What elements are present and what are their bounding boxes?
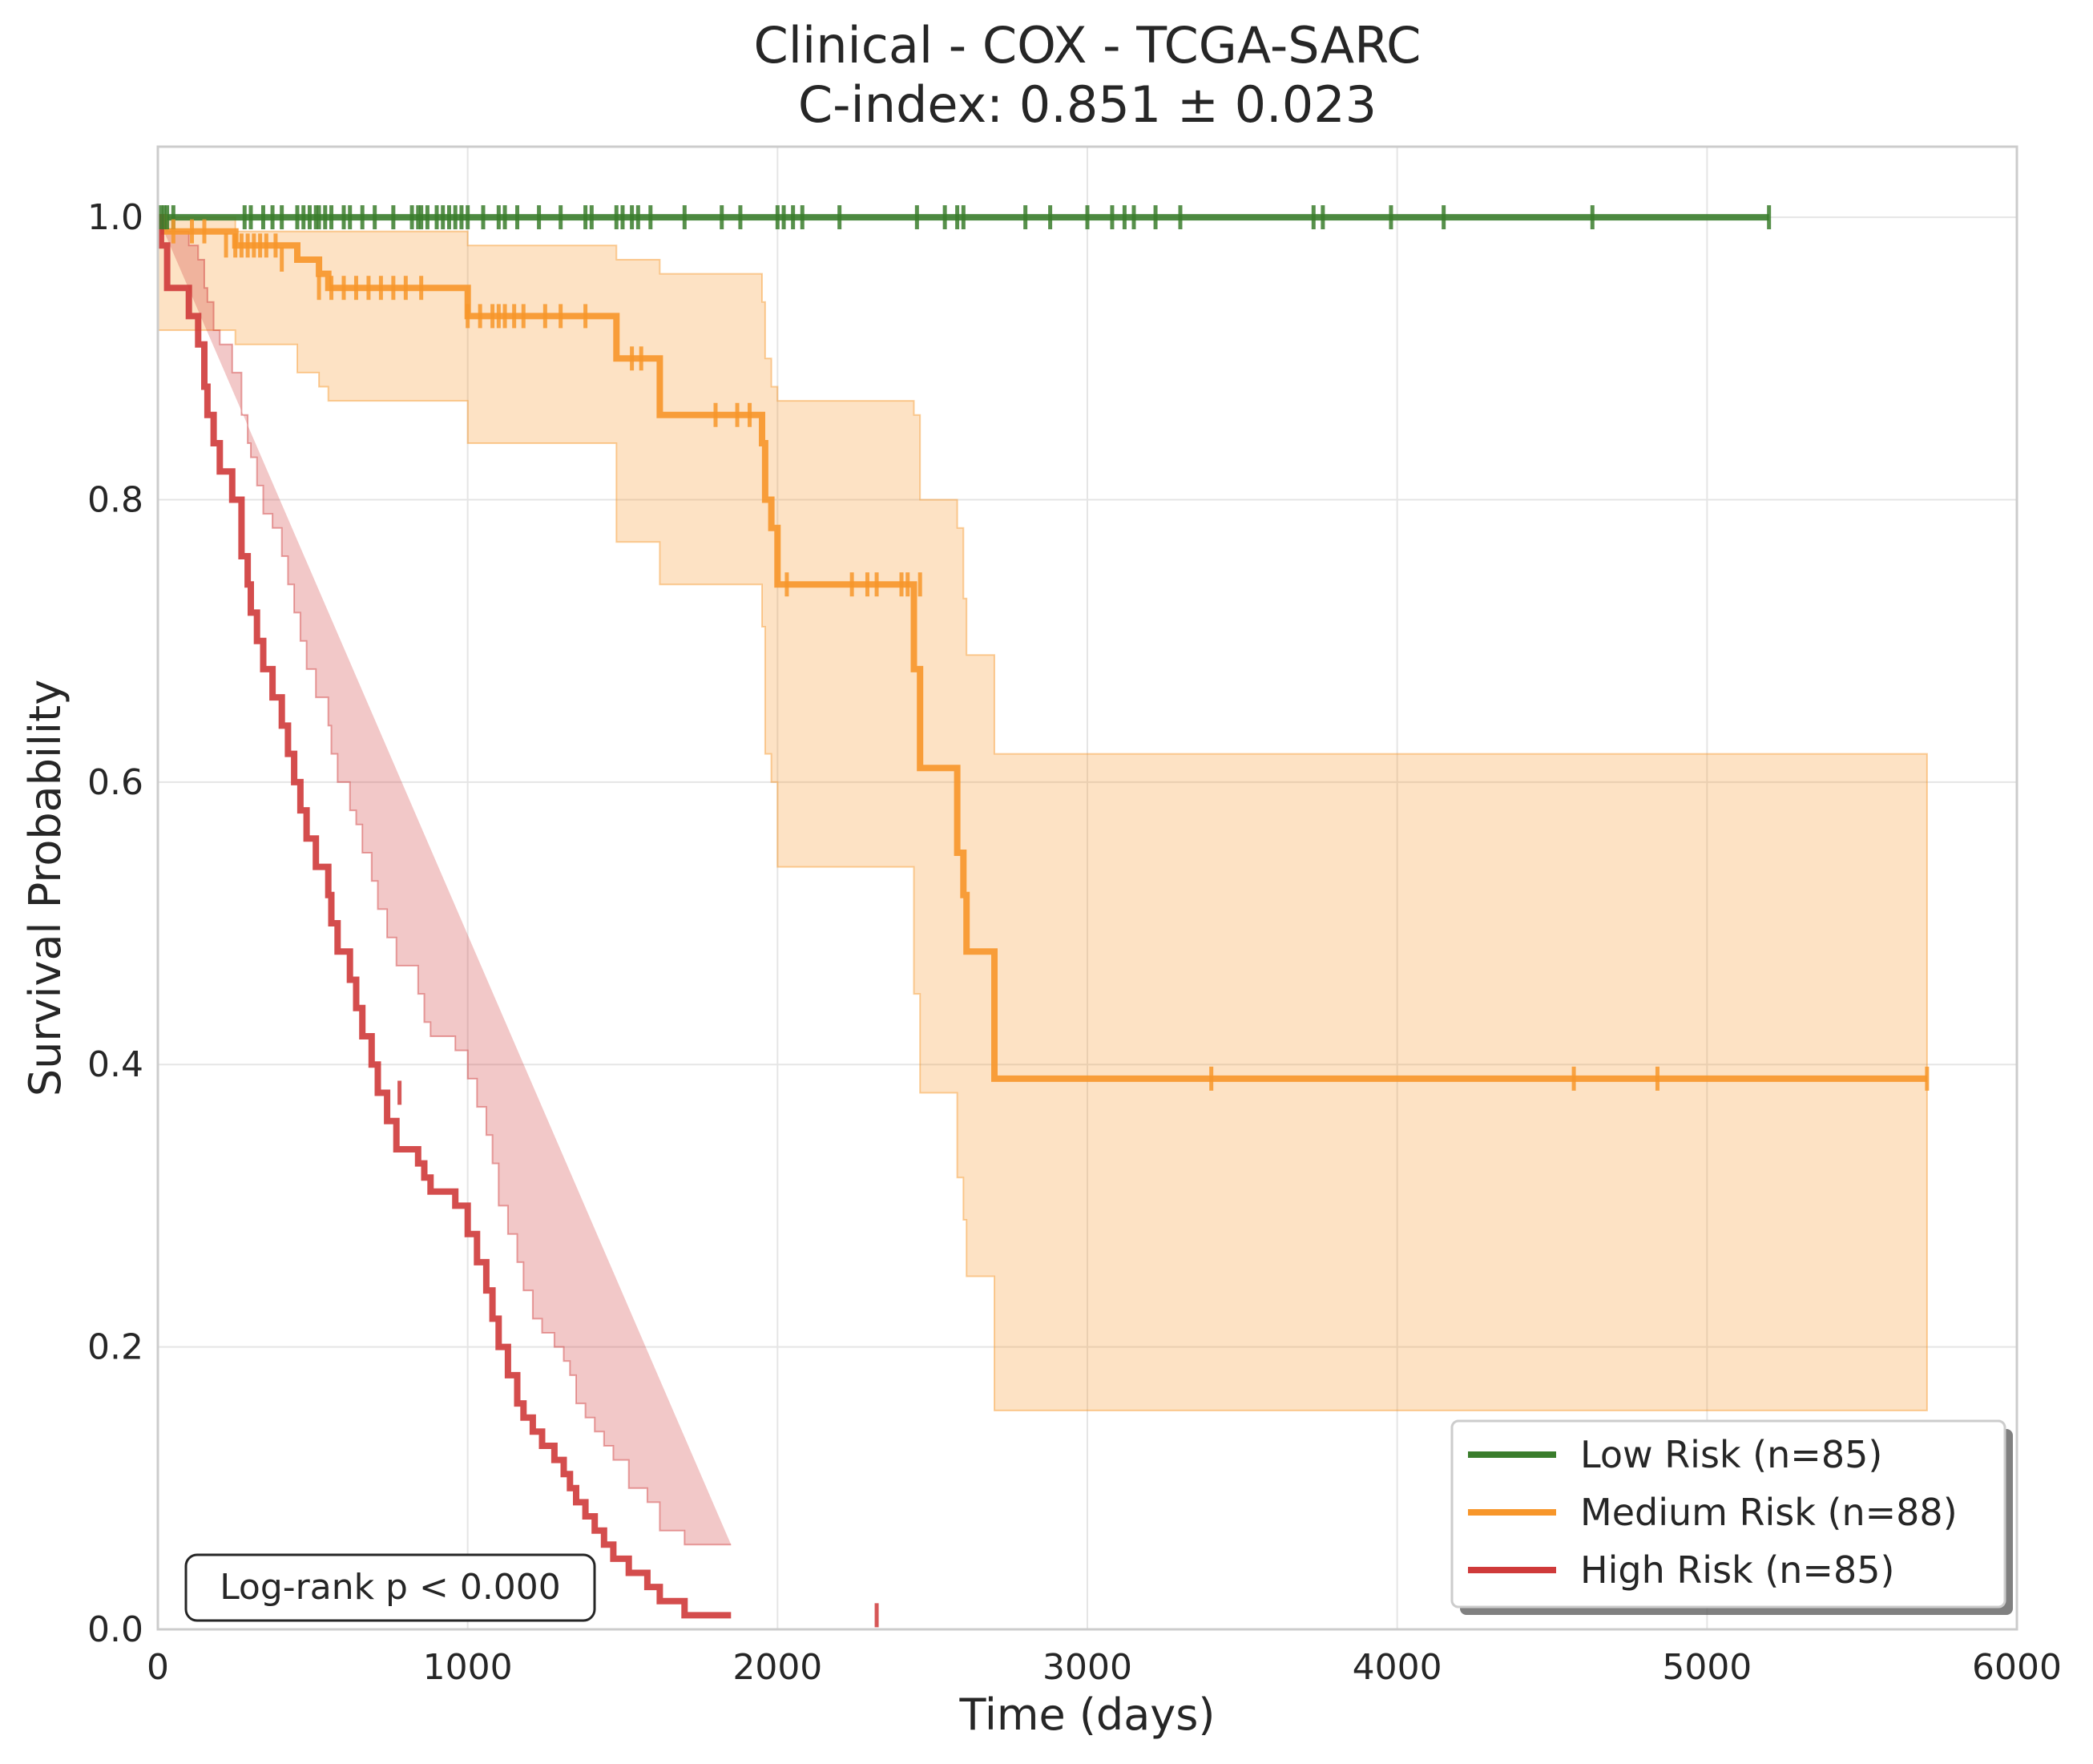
x-axis-label: Time (days)	[959, 1689, 1216, 1740]
logrank-annotation: Log-rank p < 0.000	[184, 1553, 596, 1622]
chart-subtitle: C-index: 0.851 ± 0.023	[798, 75, 1377, 134]
y-tick-label: 0.4	[87, 1044, 143, 1085]
plot-frame	[156, 145, 2018, 1631]
y-tick-label: 0.8	[87, 479, 143, 520]
confidence-bands	[157, 216, 1928, 1546]
legend-items: Low Risk (n=85) Medium Risk (n=88) High Ri…	[1468, 1433, 1958, 1592]
y-tick-label: 1.0	[87, 197, 143, 238]
y-axis-label: Survival Probability	[20, 680, 71, 1096]
legend-label-low-risk: Low Risk (n=85)	[1580, 1433, 1882, 1476]
x-tick-label: 6000	[1972, 1647, 2062, 1688]
x-axis-ticks: 0 1000 2000 3000 4000 5000 6000	[147, 1647, 2062, 1688]
x-tick-label: 5000	[1662, 1647, 1752, 1688]
medium-risk-curve	[158, 214, 1927, 1082]
y-tick-label: 0.2	[87, 1327, 143, 1368]
high-risk-ci-band	[158, 216, 732, 1546]
chart-title: Clinical - COX - TCGA-SARC	[754, 16, 1422, 75]
y-axis-ticks: 0.0 0.2 0.4 0.6 0.8 1.0	[87, 197, 143, 1650]
y-tick-label: 0.6	[87, 762, 143, 803]
annotation-box	[184, 1553, 596, 1622]
censor-marks	[159, 205, 1930, 1628]
y-tick-label: 0.0	[87, 1609, 143, 1650]
x-tick-label: 4000	[1353, 1647, 1442, 1688]
legend-label-medium-risk: Medium Risk (n=88)	[1580, 1491, 1958, 1534]
medium-risk-ci-band	[157, 216, 1928, 1411]
high-risk-curve	[157, 214, 732, 1619]
x-tick-label: 1000	[423, 1647, 513, 1688]
x-tick-label: 2000	[732, 1647, 822, 1688]
legend: Low Risk (n=85) Medium Risk (n=88) High Ri…	[1450, 1419, 2013, 1615]
x-tick-label: 3000	[1042, 1647, 1132, 1688]
legend-box	[1450, 1419, 2006, 1609]
x-tick-label: 0	[147, 1647, 169, 1688]
legend-label-high-risk: High Risk (n=85)	[1580, 1548, 1894, 1592]
annotation-text: Log-rank p < 0.000	[220, 1567, 561, 1608]
